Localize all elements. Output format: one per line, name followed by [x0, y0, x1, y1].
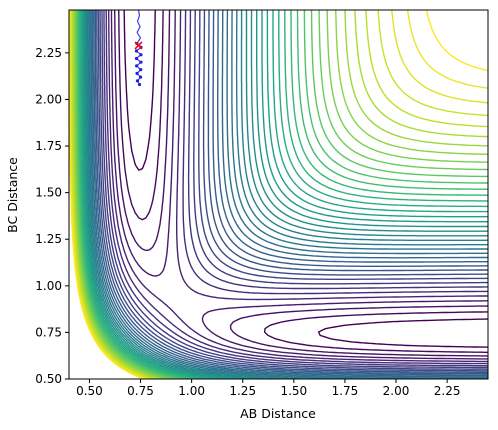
contour-level — [97, 10, 488, 372]
contour-level — [123, 10, 488, 348]
y-tick-label: 1.25 — [35, 232, 62, 246]
contour-level — [83, 10, 488, 379]
x-axis-label: AB Distance — [240, 406, 316, 421]
contour-level — [72, 10, 488, 379]
contour-level — [78, 10, 488, 379]
trajectory-point — [134, 56, 139, 61]
contour-level — [85, 10, 488, 379]
contour-level — [114, 10, 488, 357]
contour-level — [81, 10, 488, 379]
contour-level — [105, 10, 488, 365]
contour-level — [96, 10, 488, 373]
contour-level — [93, 10, 488, 376]
y-tick-label: 2.25 — [35, 46, 62, 60]
plot-frame — [68, 9, 489, 380]
x-tick-label: 1.25 — [229, 384, 256, 398]
contour-level — [103, 10, 488, 367]
trajectory-point — [137, 82, 142, 87]
contour-level — [89, 10, 488, 379]
contour-level — [76, 10, 488, 379]
y-tick-label: 2.00 — [35, 92, 62, 106]
x-tick-label: 2.25 — [434, 384, 461, 398]
contour-level — [110, 10, 488, 360]
contour-level — [78, 10, 488, 379]
trajectory-point — [134, 49, 139, 53]
contour-level — [101, 10, 488, 369]
y-tick-label: 1.00 — [35, 279, 62, 293]
contour-level — [91, 10, 488, 377]
contour-level — [94, 10, 488, 375]
contour-level — [86, 10, 488, 379]
contour-level — [99, 10, 488, 370]
x-tick-label: 0.75 — [127, 384, 154, 398]
trajectory-point — [138, 75, 143, 79]
y-tick-label: 1.50 — [35, 186, 62, 200]
x-axis-ticks: 0.50 0.75 1.00 1.25 1.50 1.75 2.00 2.25 — [76, 379, 460, 398]
contour-level — [75, 10, 488, 379]
y-axis-label: BC Distance — [5, 157, 20, 233]
contour-level — [74, 10, 488, 379]
contour-lines — [69, 10, 488, 379]
contour-level — [84, 10, 488, 379]
contour-level — [73, 10, 488, 379]
x-tick-label: 2.00 — [383, 384, 410, 398]
y-tick-label: 0.75 — [35, 325, 62, 339]
start-marker — [134, 41, 143, 50]
contour-level — [118, 10, 488, 353]
trajectory-point — [135, 79, 140, 83]
contour-level — [90, 10, 488, 379]
x-tick-label: 0.50 — [76, 384, 103, 398]
x-tick-label: 1.75 — [332, 384, 359, 398]
x-tick-label: 1.50 — [280, 384, 307, 398]
trajectory-point — [139, 53, 143, 57]
contour-level — [88, 10, 488, 379]
trajectory — [134, 10, 143, 87]
contour-level — [82, 10, 488, 379]
contour-level — [77, 10, 488, 379]
trajectory-point — [135, 64, 139, 68]
trajectory-point — [135, 71, 139, 75]
y-tick-label: 1.75 — [35, 139, 62, 153]
trajectory-point — [139, 68, 143, 72]
y-axis-ticks: 0.50 0.75 1.00 1.25 1.50 1.75 2.00 2.25 — [35, 46, 69, 386]
contour-level — [79, 10, 488, 379]
x-tick-label: 1.00 — [178, 384, 205, 398]
contour-level — [80, 10, 488, 379]
trajectory-point — [139, 60, 143, 64]
y-tick-label: 0.50 — [35, 372, 62, 386]
contour-level — [108, 10, 488, 363]
